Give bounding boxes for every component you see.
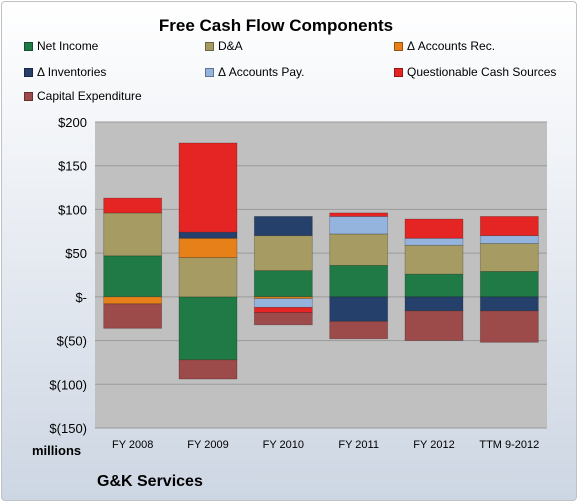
y-tick-label: $150 — [58, 159, 87, 174]
legend-item-accounts-pay: Δ Accounts Pay. — [205, 65, 305, 79]
bar-segment — [103, 303, 163, 329]
bar-segment — [103, 296, 163, 305]
bar-segment — [479, 271, 539, 298]
x-tick-label: FY 2012 — [413, 439, 454, 451]
legend-label: Δ Inventories — [37, 65, 107, 79]
bar-segment — [329, 233, 389, 266]
legend-label: Net Income — [37, 39, 99, 53]
legend-swatch — [394, 41, 403, 51]
bar-segment — [103, 255, 163, 298]
y-tick-label: $(100) — [49, 377, 87, 392]
bar-segment — [253, 235, 313, 272]
bar-segment — [253, 270, 313, 298]
bar-segment — [253, 312, 313, 326]
bar-segment — [404, 244, 464, 275]
chart-title: Free Cash Flow Components — [158, 16, 394, 35]
bar-segment — [479, 296, 539, 312]
x-tick-label: FY 2010 — [263, 439, 304, 451]
legend-item-capex: Capital Expenditure — [24, 89, 142, 103]
legend-label: D&A — [218, 39, 243, 53]
bar-segment — [329, 264, 389, 298]
bar-segment — [178, 231, 238, 239]
bar-segment — [479, 235, 539, 244]
legend-swatch — [205, 67, 214, 77]
bar-segment — [178, 359, 238, 380]
legend-item-inventories: Δ Inventories — [24, 65, 106, 79]
company-name: G&K Services — [97, 473, 203, 490]
bar-segment — [404, 237, 464, 246]
bar-segment — [178, 142, 238, 233]
y-tick-label: $50 — [65, 246, 87, 261]
legend-swatch — [205, 41, 214, 51]
legend-label: Δ Accounts Pay. — [218, 65, 305, 79]
legend-item-net-income: Net Income — [24, 39, 98, 53]
bar-segment — [178, 237, 238, 258]
legend-label: Capital Expenditure — [37, 89, 142, 103]
bar-segment — [329, 212, 389, 217]
legend-swatch — [24, 41, 33, 51]
units-label: millions — [32, 443, 82, 458]
legend-swatch — [24, 91, 33, 101]
x-tick-label: FY 2008 — [112, 439, 153, 451]
bar-segment — [479, 243, 539, 272]
legend-item-questionable-cash: Questionable Cash Sources — [394, 65, 556, 79]
bar-segment — [404, 273, 464, 298]
bar-segment — [479, 310, 539, 343]
y-tick-label: $100 — [58, 202, 87, 217]
x-tick-label: FY 2009 — [187, 439, 228, 451]
bar-segment — [404, 218, 464, 239]
bar-segment — [404, 296, 464, 312]
legend-swatch — [394, 67, 403, 77]
legend-item-accounts-rec: Δ Accounts Rec. — [394, 39, 495, 53]
bar-segment — [253, 298, 313, 308]
bar-segment — [329, 296, 389, 322]
bar-segment — [253, 216, 313, 237]
legend-item-da: D&A — [205, 39, 243, 53]
x-tick-label: FY 2011 — [338, 439, 379, 451]
legend-label: Δ Accounts Rec. — [407, 39, 496, 53]
legend-label: Questionable Cash Sources — [407, 65, 557, 79]
bar-segment — [103, 212, 163, 257]
x-tick-label: TTM 9-2012 — [479, 439, 539, 451]
bar-segment — [329, 216, 389, 235]
bar-segment — [329, 320, 389, 340]
bar-segment — [103, 197, 163, 214]
y-tick-label: $- — [75, 290, 87, 305]
bar-segment — [253, 306, 313, 313]
y-tick-label: $(150) — [49, 421, 87, 436]
bar-segment — [479, 216, 539, 237]
bar-segment — [404, 310, 464, 341]
bar-segment — [178, 296, 238, 361]
y-tick-label: $(50) — [57, 334, 87, 349]
plot-area — [95, 122, 547, 428]
y-tick-label: $200 — [58, 115, 87, 130]
bar-segment — [178, 257, 238, 298]
legend-swatch — [24, 67, 33, 77]
